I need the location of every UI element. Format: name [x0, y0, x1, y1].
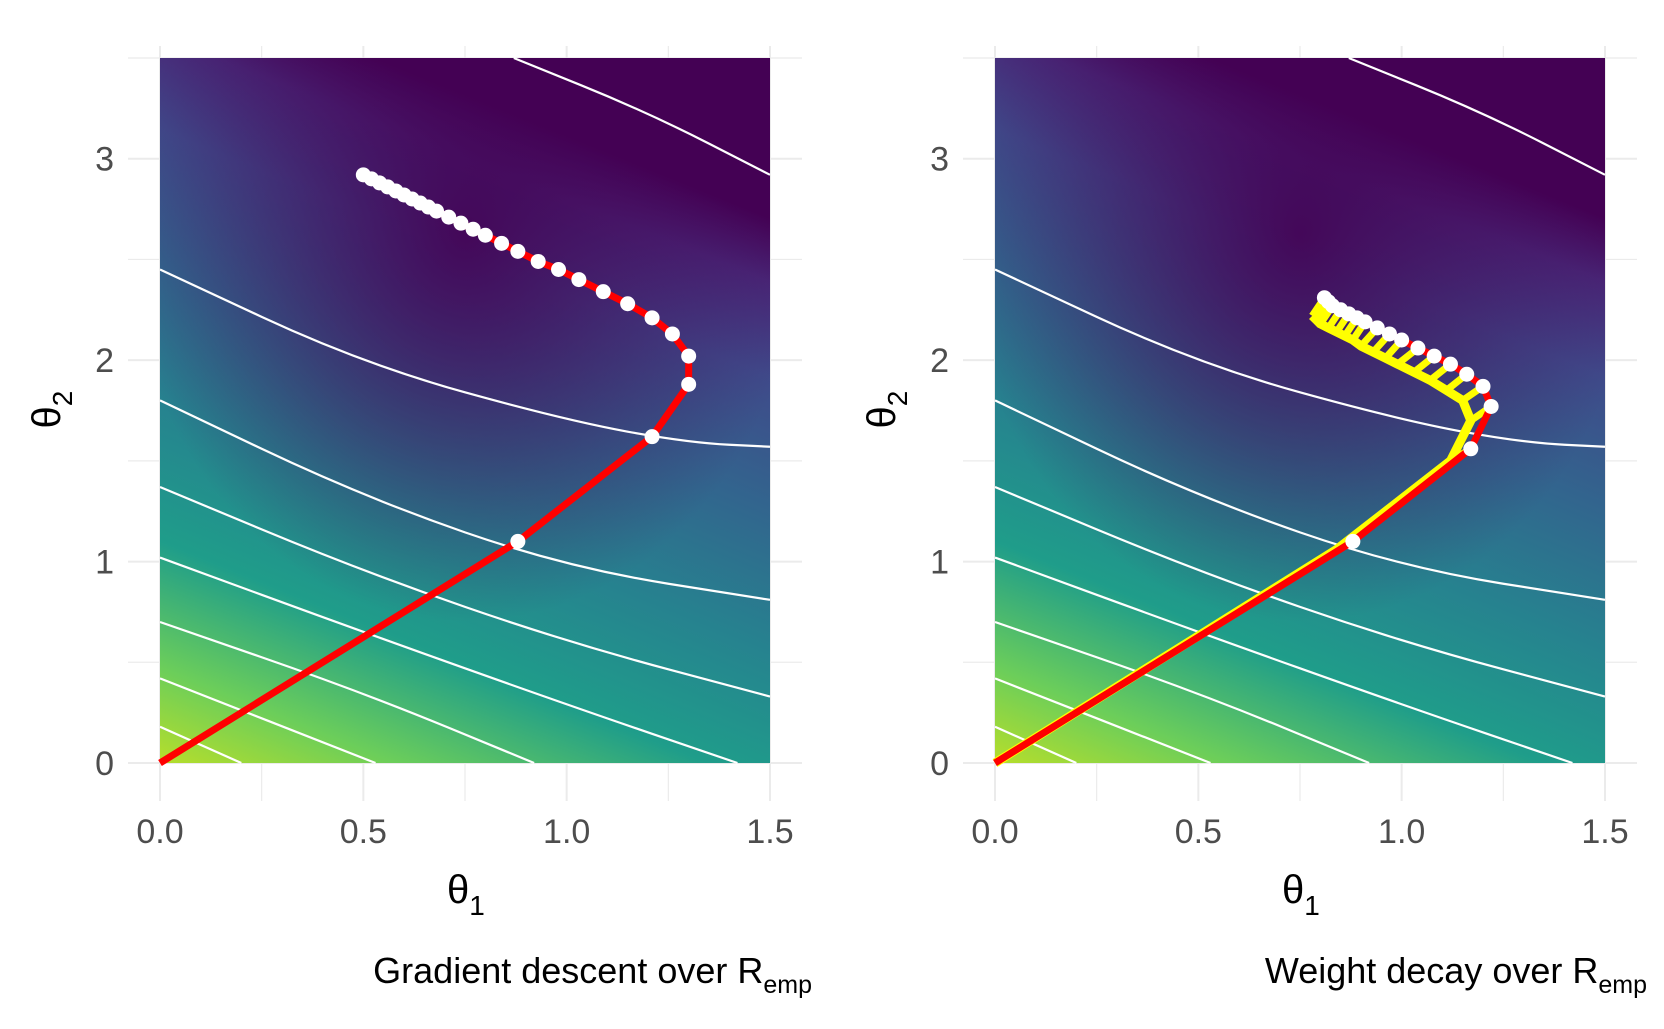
path-point	[551, 262, 567, 277]
path-point	[465, 221, 481, 237]
path-points	[355, 167, 697, 549]
contours	[994, 56, 1606, 765]
path-points	[1316, 290, 1499, 549]
x-tick-label: 1.0	[543, 813, 590, 851]
y-tick-label: 3	[930, 141, 949, 179]
y-tick-label: 3	[95, 141, 114, 179]
contour-line	[994, 486, 1606, 698]
y-tick-label: 0	[930, 745, 949, 783]
path-point	[1459, 366, 1475, 382]
contour-line	[159, 620, 535, 765]
panel-2: 0.0 0.5 1.0 1.5 0 1 2 3 θ1 θ2 Weight decay over Re…	[860, 46, 1647, 999]
path-point	[644, 429, 660, 445]
x-axis-label: θ1	[1282, 868, 1320, 921]
path-point	[620, 296, 636, 312]
x-axis-label: θ1	[447, 868, 485, 921]
path-point	[477, 227, 493, 243]
path-point	[1426, 348, 1442, 364]
path-point	[1463, 441, 1479, 457]
contours	[159, 56, 771, 765]
path-point	[510, 533, 526, 549]
contour-line	[994, 620, 1370, 765]
contour-line	[159, 677, 376, 765]
contour-line	[513, 56, 771, 176]
contour-line	[159, 725, 242, 765]
y-tick-label: 1	[930, 544, 949, 582]
panel-1: 0.0 0.5 1.0 1.5 0 1 2 3 θ1 θ2 Gradient descent ove…	[25, 46, 812, 999]
x-tick-label: 0.0	[136, 813, 183, 851]
contour-line	[994, 399, 1606, 601]
path-point	[1381, 326, 1397, 342]
path-point	[681, 348, 697, 364]
y-tick-label: 1	[95, 544, 114, 582]
panel-caption: Gradient descent over Remp	[373, 950, 812, 999]
contour-line	[994, 725, 1077, 765]
path-point	[1442, 356, 1458, 372]
path-point	[355, 167, 371, 183]
path-point	[1369, 320, 1385, 336]
path-point	[1475, 378, 1491, 394]
contour-line	[159, 268, 771, 448]
path-point	[595, 284, 611, 300]
x-tick-label: 0.0	[971, 813, 1018, 851]
path-point	[453, 215, 469, 231]
x-tick-label: 1.5	[746, 813, 793, 851]
y-axis-label: θ2	[860, 391, 913, 429]
path-point	[664, 326, 680, 342]
path-point	[1483, 398, 1499, 414]
path-point	[441, 209, 457, 225]
contour-line	[1348, 56, 1606, 176]
panel-caption: Weight decay over Remp	[1265, 950, 1647, 999]
contour-line	[994, 268, 1606, 448]
contour-line	[994, 677, 1211, 765]
x-tick-label: 0.5	[1175, 813, 1222, 851]
path-point	[1410, 340, 1426, 356]
path-point	[510, 243, 526, 259]
path-point	[644, 310, 660, 326]
path-point	[494, 235, 510, 251]
path-point	[530, 253, 546, 269]
contour-line	[994, 556, 1573, 765]
path-point	[1316, 290, 1332, 306]
x-tick-label: 0.5	[340, 813, 387, 851]
loss-surface-minimum	[995, 58, 1605, 763]
y-tick-label: 0	[95, 745, 114, 783]
path-point	[681, 376, 697, 392]
contour-line	[159, 399, 771, 601]
path-point	[1394, 332, 1410, 348]
path-point	[1345, 533, 1361, 549]
y-tick-label: 2	[930, 342, 949, 380]
x-tick-label: 1.0	[1378, 813, 1425, 851]
y-tick-label: 2	[95, 342, 114, 380]
x-tick-label: 1.5	[1581, 813, 1628, 851]
path-point	[571, 272, 587, 288]
contour-line	[159, 486, 771, 698]
loss-surface-minimum	[160, 58, 770, 763]
contour-line	[159, 556, 738, 765]
y-axis-label: θ2	[25, 391, 78, 429]
